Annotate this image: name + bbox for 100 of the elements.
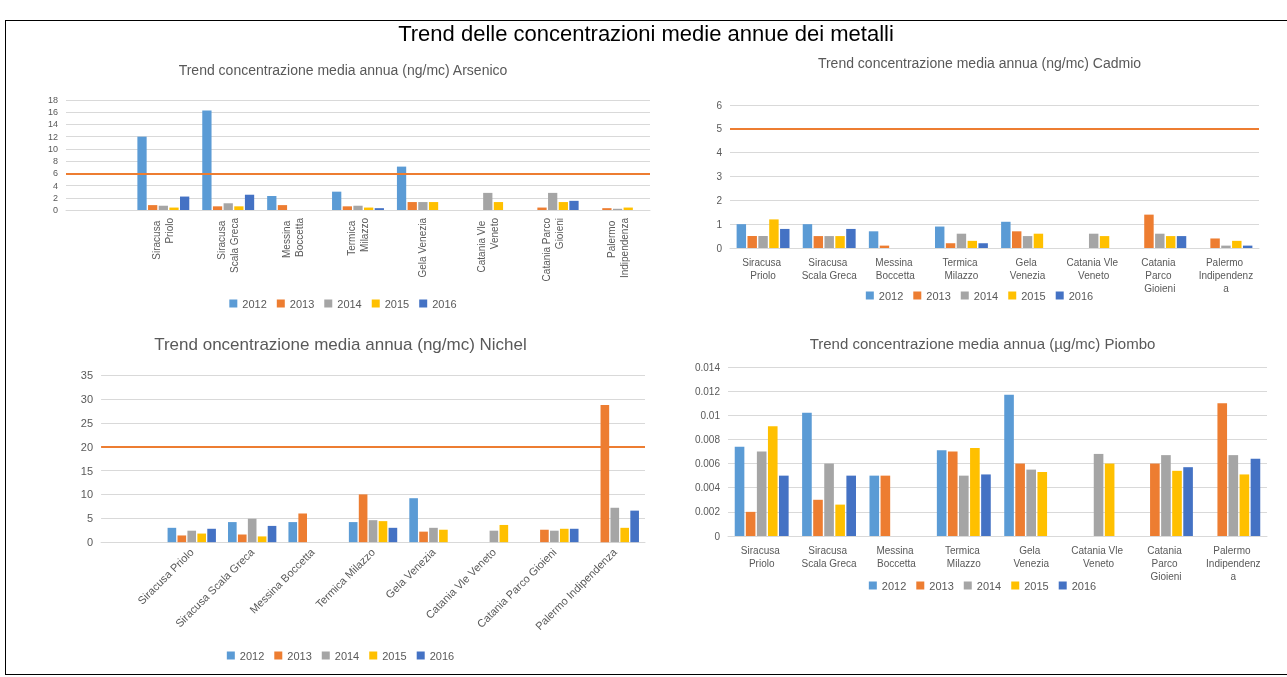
bar <box>934 226 945 248</box>
bar <box>1093 453 1104 536</box>
bar <box>550 530 559 543</box>
bar <box>1026 469 1036 536</box>
bar <box>756 451 767 536</box>
y-tick-label: 0 <box>52 205 58 215</box>
y-tick-label: 0.006 <box>694 458 721 470</box>
y-tick-label: 10 <box>47 143 58 154</box>
x-tick-label: Siracusa Scala Greca <box>801 257 858 281</box>
x-tick-label: Siracusa Priolo <box>742 257 784 281</box>
bar <box>630 510 639 543</box>
chart-title: Trend concentrazione media annua (ng/mc) Cadmio <box>817 55 1142 71</box>
bar <box>846 475 857 536</box>
y-tick-label: 16 <box>47 107 58 118</box>
bar <box>947 451 958 536</box>
y-tick-label: 1 <box>716 218 723 230</box>
bar <box>428 202 439 210</box>
legend-label: 2016 <box>1071 579 1097 592</box>
bar <box>409 498 418 543</box>
bar <box>167 527 177 543</box>
bar <box>813 499 823 536</box>
bar <box>429 527 438 543</box>
bar <box>1104 463 1115 536</box>
x-tick-label: Gela Venezia <box>1013 545 1050 569</box>
y-tick-label: 20 <box>80 440 94 453</box>
legend-label: 2013 <box>926 289 951 302</box>
bar <box>396 166 407 210</box>
bar <box>1011 231 1022 248</box>
bar <box>956 233 967 248</box>
bar <box>745 511 756 536</box>
bar <box>267 525 277 543</box>
x-tick-label: Catania Vle Veneto <box>475 217 500 273</box>
bar <box>277 205 288 210</box>
legend-label: 2013 <box>289 297 315 310</box>
legend-label: 2015 <box>382 649 407 662</box>
y-tick-label: 6 <box>52 168 58 179</box>
text: Trend delle concentrazioni medie annue dei metalli <box>397 20 895 48</box>
bar <box>558 202 568 210</box>
legend-label: 2015 <box>1024 579 1049 592</box>
bar <box>835 236 845 248</box>
bar <box>758 236 768 248</box>
bar <box>569 528 579 543</box>
bar <box>1250 458 1261 536</box>
legend-label: 2014 <box>973 289 999 302</box>
x-tick-label: Catania Vle Veneto <box>1066 257 1121 281</box>
bar <box>1033 233 1044 248</box>
legend-label: 2012 <box>878 289 904 302</box>
x-tick-label: Messina Boccetta <box>281 217 306 259</box>
legend-label: 2013 <box>287 649 312 662</box>
bar <box>439 529 448 543</box>
x-tick-label: Catania Parco Gioieni <box>1147 545 1185 582</box>
legend-label: 2016 <box>1068 289 1094 302</box>
bar <box>846 228 856 248</box>
bar <box>419 531 428 543</box>
bar <box>620 527 630 543</box>
bar <box>747 236 757 248</box>
bar <box>1001 221 1011 248</box>
x-tick-label: Catania Parco Gioieni <box>1141 257 1179 294</box>
x-tick-label: Palermo Indipendenza <box>1206 545 1261 582</box>
y-tick-label: 30 <box>80 392 94 405</box>
bar <box>1239 474 1250 536</box>
bar <box>824 463 834 536</box>
bar <box>418 202 428 210</box>
bar <box>207 528 216 543</box>
legend-label: 2012 <box>242 297 267 310</box>
y-tick-label: 0 <box>716 242 723 254</box>
y-tick-label: 0.012 <box>694 385 721 397</box>
bar <box>802 412 812 536</box>
bar <box>234 206 244 210</box>
bar <box>569 200 579 210</box>
bar <box>1176 236 1187 248</box>
bar <box>1217 403 1228 536</box>
y-tick-label: 18 <box>47 95 58 105</box>
x-tick-label: Siracusa Priolo <box>151 217 176 260</box>
bar <box>1099 236 1110 248</box>
legend-label: 2016 <box>429 649 455 662</box>
bar <box>148 205 158 210</box>
bar <box>769 219 779 248</box>
bar <box>978 243 988 248</box>
y-tick-label: 0 <box>86 536 94 549</box>
bar <box>981 474 991 536</box>
bar <box>1088 233 1099 248</box>
bar <box>197 533 206 543</box>
bar <box>1037 472 1048 536</box>
y-tick-label: 0 <box>714 530 721 542</box>
bar <box>780 228 790 248</box>
bar <box>342 206 352 210</box>
bar <box>736 224 747 248</box>
x-tick-label: Gela Venezia <box>417 217 429 278</box>
bar <box>559 528 569 543</box>
bar <box>358 494 368 543</box>
y-tick-label: 0.008 <box>694 433 721 445</box>
chart-title: Trend concentrazione media annua (µg/mc) Piombo <box>809 335 1156 352</box>
legend-label: 2012 <box>881 579 907 592</box>
bar <box>228 522 237 543</box>
bar <box>187 530 197 543</box>
bar <box>880 475 891 536</box>
bar <box>353 205 363 210</box>
bar <box>1015 463 1025 536</box>
y-tick-label: 25 <box>80 416 94 429</box>
